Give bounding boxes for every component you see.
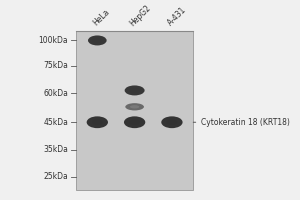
Text: HeLa: HeLa (91, 8, 111, 28)
Text: 25kDa: 25kDa (43, 172, 68, 181)
Ellipse shape (125, 103, 144, 110)
Text: HepG2: HepG2 (128, 3, 153, 28)
Ellipse shape (130, 88, 140, 93)
Text: 60kDa: 60kDa (43, 89, 68, 98)
Ellipse shape (130, 105, 139, 108)
Text: 45kDa: 45kDa (43, 118, 68, 127)
Ellipse shape (87, 116, 108, 128)
Text: A-431: A-431 (166, 6, 188, 28)
Ellipse shape (88, 35, 106, 45)
Ellipse shape (93, 38, 102, 43)
Ellipse shape (167, 120, 177, 125)
Text: 100kDa: 100kDa (38, 36, 68, 45)
FancyBboxPatch shape (76, 31, 193, 190)
Ellipse shape (161, 116, 183, 128)
Ellipse shape (124, 85, 145, 95)
Text: 35kDa: 35kDa (43, 145, 68, 154)
Ellipse shape (124, 116, 145, 128)
Text: Cytokeratin 18 (KRT18): Cytokeratin 18 (KRT18) (193, 118, 290, 127)
Text: 75kDa: 75kDa (43, 61, 68, 70)
Ellipse shape (129, 120, 140, 125)
Ellipse shape (92, 120, 103, 125)
